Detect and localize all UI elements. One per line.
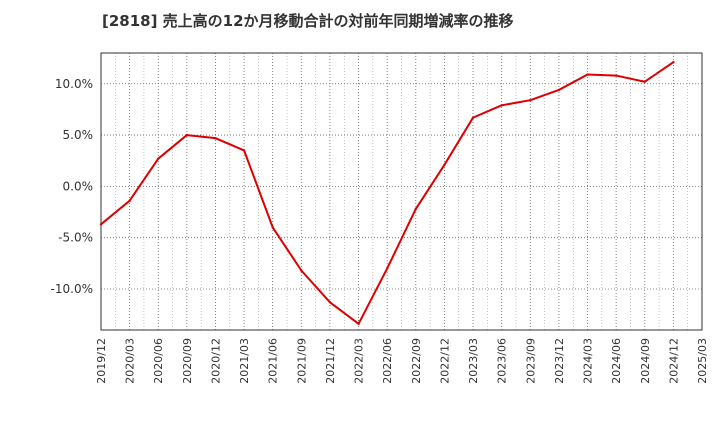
y-tick-label: 10.0% [55, 77, 93, 91]
y-tick-label: -5.0% [58, 231, 93, 245]
x-tick-label: 2024/09 [639, 338, 652, 384]
x-tick-label: 2022/12 [438, 338, 451, 384]
y-tick-label: 5.0% [63, 128, 94, 142]
data-point [385, 267, 389, 270]
data-point [271, 226, 274, 229]
x-tick-label: 2020/03 [124, 338, 137, 384]
data-point [557, 88, 561, 92]
x-tick-label: 2022/06 [381, 338, 394, 384]
data-point [500, 104, 503, 107]
data-point [443, 163, 446, 167]
x-tick-label: 2022/09 [410, 338, 423, 384]
y-tick-label: -10.0% [51, 282, 93, 296]
chart-title: [2818] 売上高の12か月移動合計の対前年同期増減率の推移 [102, 12, 514, 30]
data-point [242, 149, 246, 152]
data-point [185, 133, 189, 137]
x-tick-label: 2021/06 [267, 338, 280, 384]
data-point [128, 199, 131, 202]
data-point [214, 136, 217, 140]
data-point [529, 98, 532, 102]
data-point [300, 269, 303, 272]
y-tick-label: 0.0% [63, 179, 94, 193]
x-tick-label: 2024/12 [667, 338, 680, 384]
x-tick-label: 2023/06 [496, 338, 509, 384]
x-tick-label: 2022/03 [353, 338, 366, 384]
x-tick-label: 2020/12 [209, 338, 222, 384]
x-tick-label: 2025/03 [696, 338, 709, 384]
x-tick-label: 2019/12 [95, 338, 108, 384]
x-tick-label: 2020/06 [152, 338, 165, 384]
data-point [328, 301, 332, 304]
x-tick-label: 2023/09 [524, 338, 537, 384]
data-point [414, 207, 418, 211]
x-tick-label: 2024/06 [610, 338, 623, 384]
data-point [586, 73, 589, 76]
x-tick-label: 2021/03 [238, 338, 251, 384]
x-tick-label: 2024/03 [582, 338, 595, 384]
x-tick-label: 2021/12 [324, 338, 337, 384]
data-point [99, 223, 103, 226]
data-point [672, 61, 675, 64]
x-tick-label: 2020/09 [181, 338, 194, 384]
x-tick-label: 2021/09 [295, 338, 308, 384]
data-point [157, 157, 160, 160]
data-point [357, 322, 360, 326]
x-tick-label: 2023/12 [553, 338, 566, 384]
x-tick-label: 2023/03 [467, 338, 480, 384]
data-point [643, 80, 646, 83]
plot-frame [100, 52, 703, 331]
data-point [614, 74, 618, 77]
data-point [471, 116, 475, 119]
